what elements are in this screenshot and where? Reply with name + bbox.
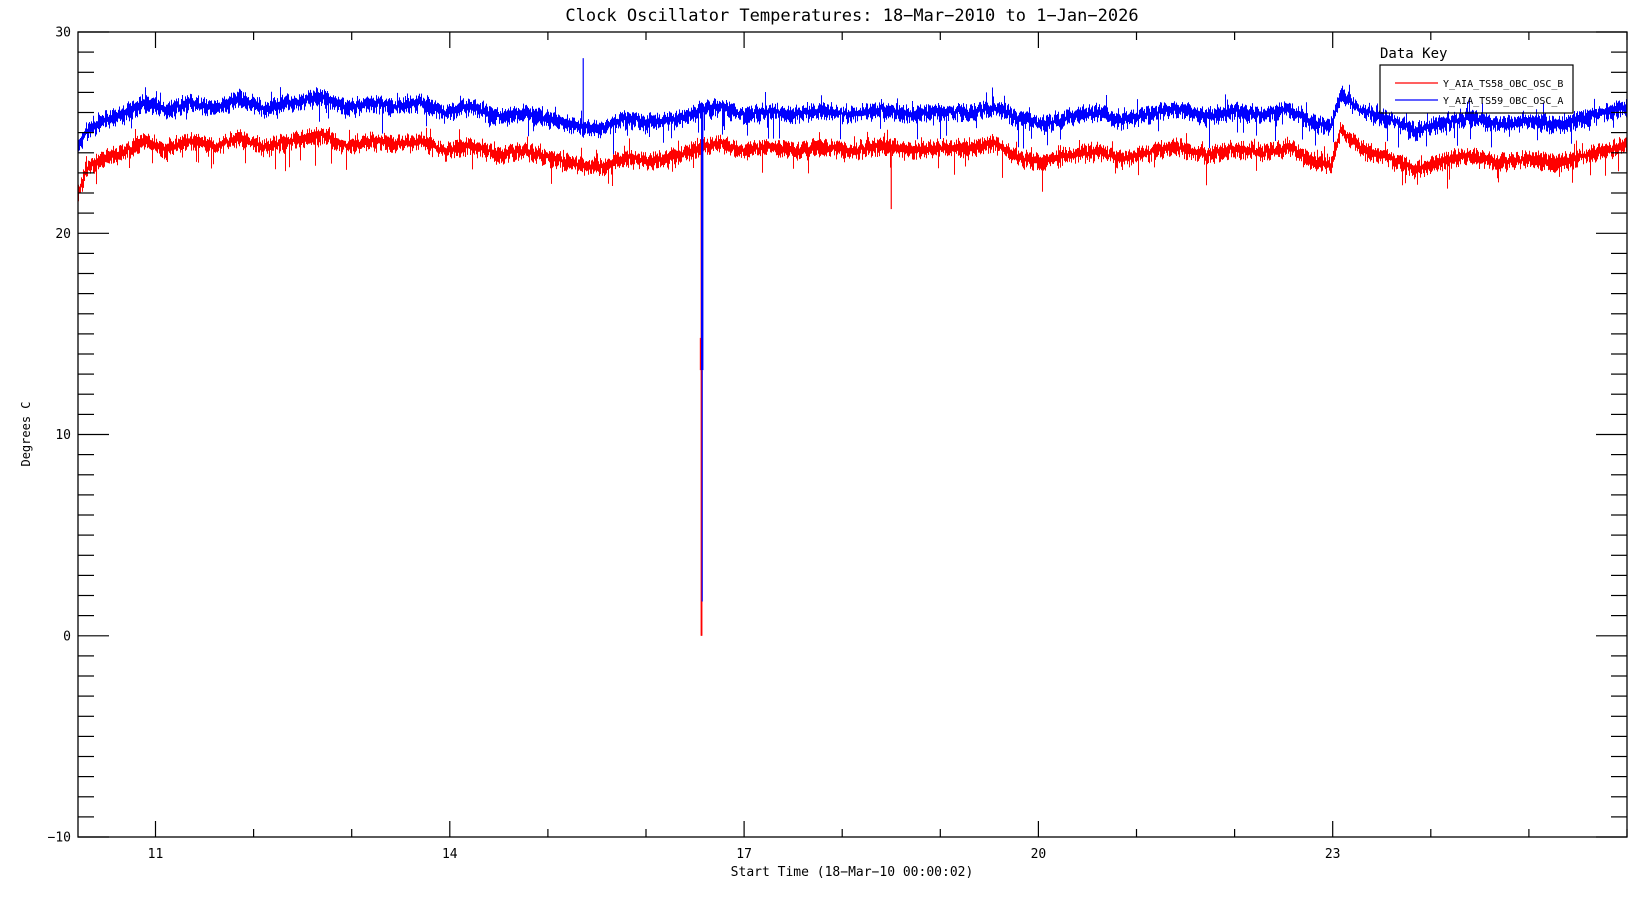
y-tick-label: 20 <box>55 227 71 242</box>
plot-frame <box>77 31 1628 838</box>
x-axis-title: Start Time (18−Mar−10 00:00:02) <box>731 865 974 880</box>
legend-box <box>1379 64 1574 114</box>
series-Y_AIA_TS59_OBC_OSC_A <box>78 84 1627 155</box>
x-tick-label: 20 <box>1031 847 1047 862</box>
legend-title: Data Key <box>1380 46 1447 62</box>
legend: Data Key Y_AIA_TS58_OBC_OSC_B Y_AIA_TS59… <box>1379 46 1574 114</box>
legend-label-red: Y_AIA_TS58_OBC_OSC_B <box>1443 79 1563 90</box>
y-tick-label: −10 <box>48 831 71 846</box>
chart-title: Clock Oscillator Temperatures: 18−Mar−20… <box>565 6 1138 26</box>
x-tick-label: 14 <box>442 847 458 862</box>
y-tick-label: 0 <box>63 629 71 644</box>
anomaly-group <box>582 58 892 636</box>
legend-label-blue: Y_AIA_TS59_OBC_OSC_A <box>1443 96 1563 107</box>
y-tick-label: 30 <box>55 26 71 41</box>
tick-label-group: 11 14 17 20 23 30 20 10 0 −10 <box>48 26 1341 863</box>
y-tick-label: 10 <box>55 428 71 443</box>
x-tick-label: 17 <box>736 847 752 862</box>
y-axis-title: Degrees C <box>19 401 33 466</box>
series-group <box>78 84 1627 202</box>
x-tick-label: 11 <box>148 847 164 862</box>
x-tick-label: 23 <box>1325 847 1341 862</box>
series-Y_AIA_TS58_OBC_OSC_B <box>78 122 1627 202</box>
